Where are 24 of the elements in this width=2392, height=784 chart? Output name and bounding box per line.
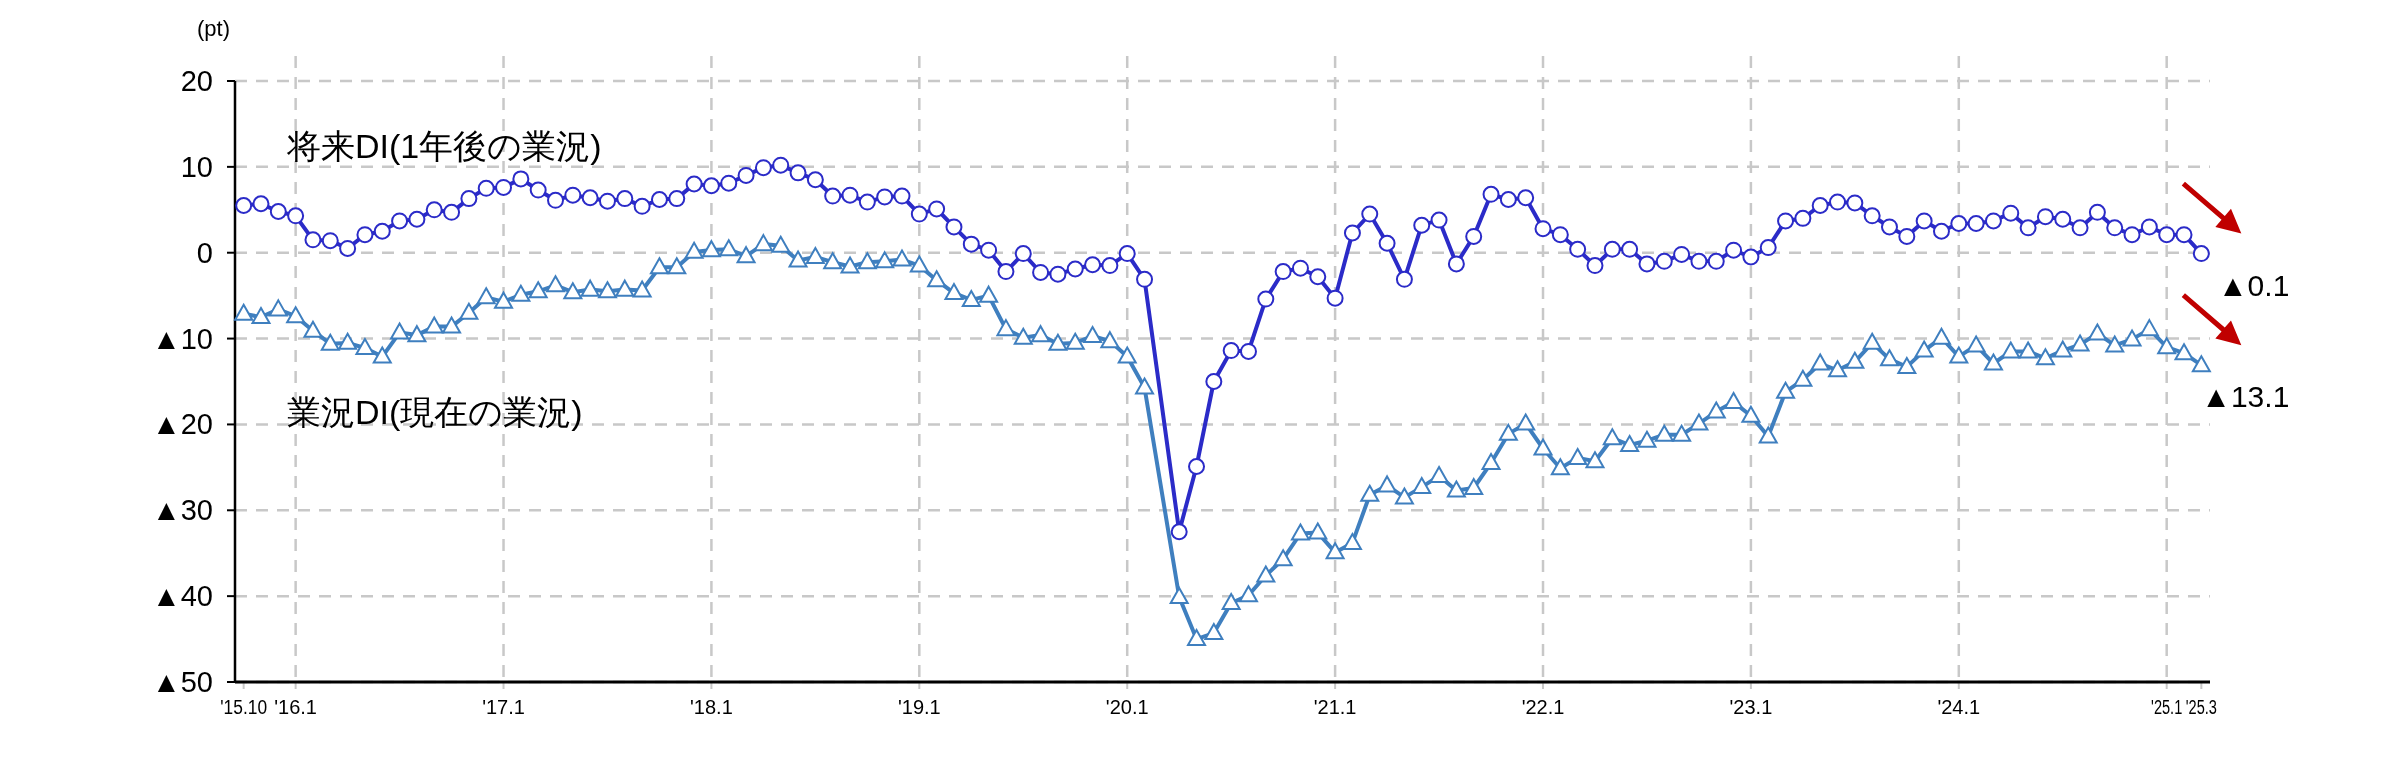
- x-tick-label: '15.10: [220, 696, 275, 718]
- x-tick-label: '17.1: [482, 696, 525, 718]
- y-tick-label: 20: [180, 65, 213, 97]
- x-tick-label: '20.1: [1105, 696, 1149, 718]
- y-tick-label: ▲30: [152, 494, 213, 527]
- annotation: ▲0.1: [2217, 268, 2290, 302]
- y-tick-label: ▲50: [152, 666, 213, 698]
- series-label: 業況DI(現在の業況): [287, 393, 583, 431]
- x-tick-label: '23.1: [1729, 696, 1773, 718]
- x-tick-label: '24.1: [1937, 696, 1981, 718]
- x-tick-label: '16.1: [274, 696, 318, 718]
- x-tick-label: '25.3: [2185, 696, 2229, 718]
- y-tick-label: ▲10: [152, 322, 213, 355]
- annotation: ▲13.1: [2201, 380, 2290, 414]
- series-label: 将来DI(1年後の業況): [286, 127, 602, 165]
- y-tick-label: ▲40: [152, 580, 213, 613]
- x-tick-label: '22.1: [1521, 696, 1565, 718]
- y-tick-label: 10: [180, 150, 213, 183]
- y-tick-label: ▲20: [152, 408, 213, 441]
- y-axis-title: (pt): [197, 16, 230, 41]
- x-tick-label: '19.1: [897, 696, 941, 718]
- x-tick-label: '21.1: [1313, 696, 1357, 718]
- x-tick-label: '18.1: [690, 696, 733, 718]
- y-tick-label: 0: [196, 236, 213, 269]
